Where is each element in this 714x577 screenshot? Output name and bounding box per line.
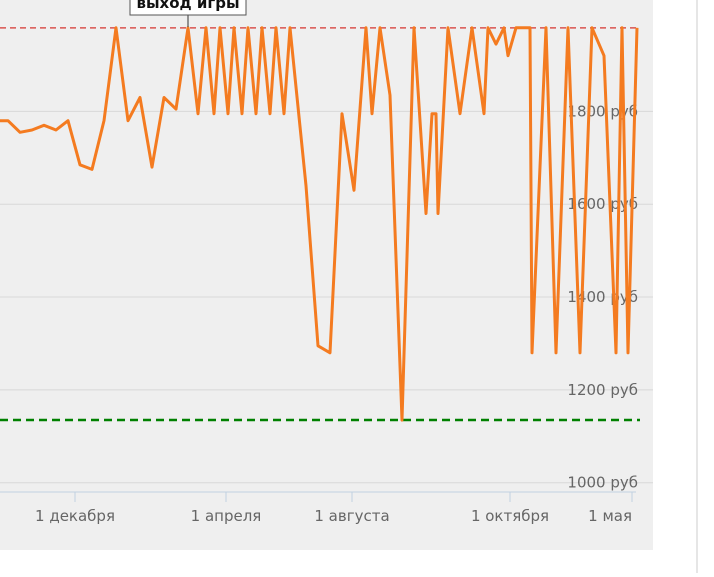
price-line — [0, 26, 639, 422]
y-tick-label: 1600 руб — [567, 195, 638, 213]
y-tick-label: 1000 руб — [567, 474, 638, 492]
y-tick-label: 1200 руб — [567, 381, 638, 399]
x-tick-label: 1 декабря — [35, 507, 115, 525]
x-tick-label: 1 октября — [471, 507, 549, 525]
x-tick-label: 1 апреля — [191, 507, 262, 525]
x-tick-label: 1 августа — [314, 507, 389, 525]
annotation-box — [129, 0, 247, 16]
x-tick-label: 1 мая — [588, 507, 632, 525]
y-tick-label: 1400 руб — [567, 288, 638, 306]
annotation-text: выход игры — [136, 0, 239, 12]
y-tick-label: 1800 руб — [567, 102, 638, 120]
